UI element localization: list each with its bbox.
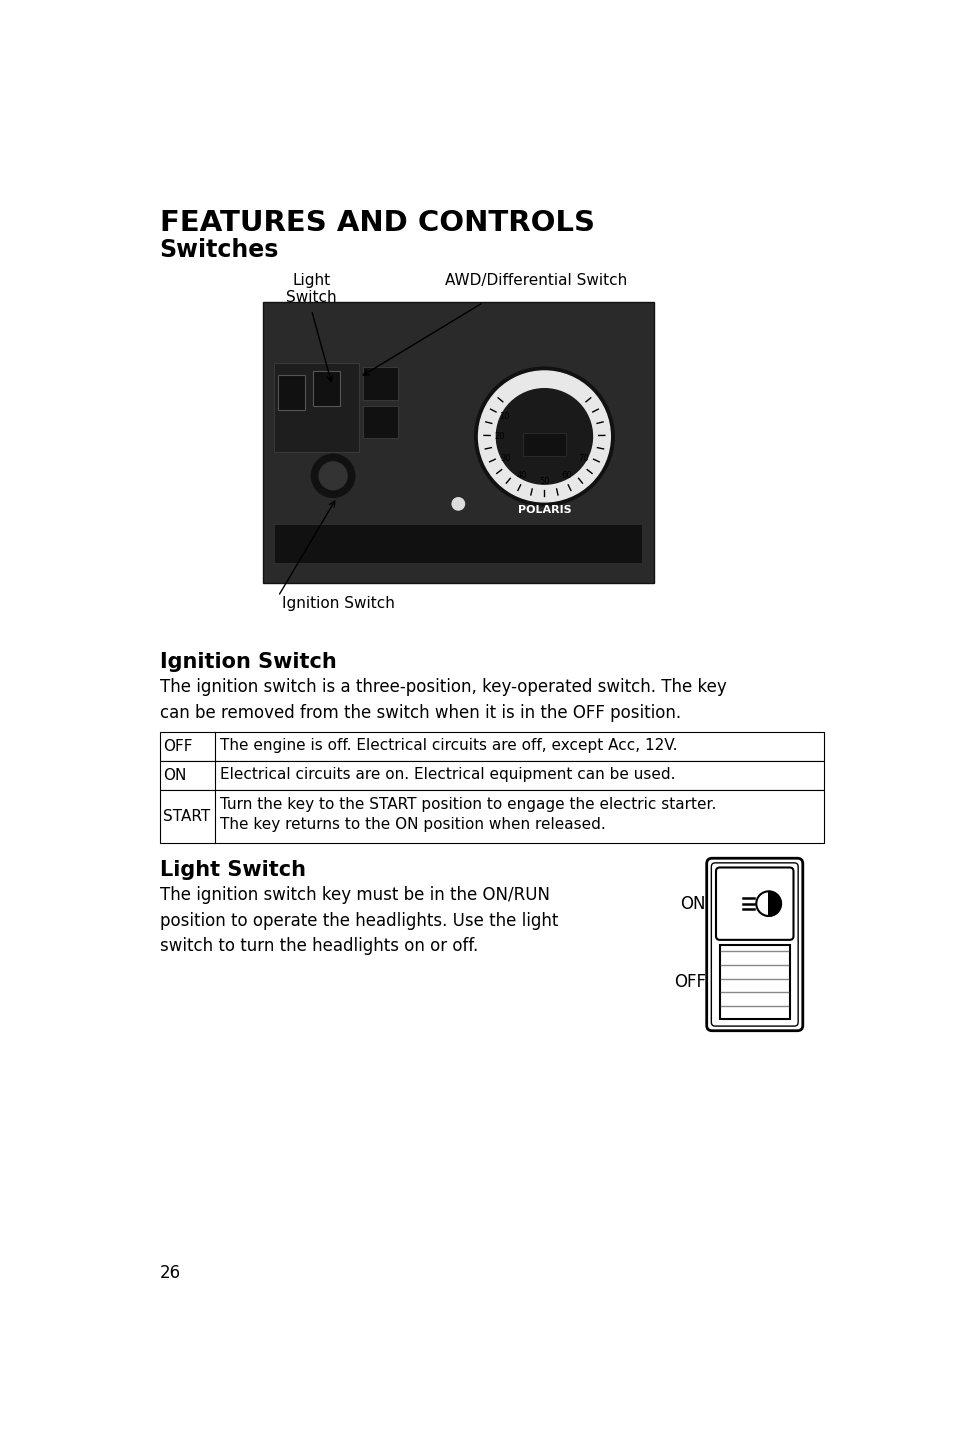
Circle shape: [319, 462, 347, 490]
Text: 20: 20: [494, 432, 504, 441]
Text: 40: 40: [517, 471, 527, 480]
Text: ON: ON: [679, 894, 705, 913]
Text: 26: 26: [159, 1264, 180, 1282]
Bar: [313, 371, 340, 406]
Bar: [363, 406, 397, 438]
Text: 50: 50: [538, 477, 549, 486]
Text: ON: ON: [163, 768, 187, 784]
Text: 10: 10: [498, 411, 509, 420]
Text: AWD/Differential Switch: AWD/Differential Switch: [444, 273, 626, 288]
Bar: [262, 301, 654, 583]
Bar: [274, 525, 641, 563]
Text: FEATURES AND CONTROLS: FEATURES AND CONTROLS: [159, 209, 594, 237]
Text: OFF: OFF: [163, 739, 193, 755]
Bar: [278, 375, 305, 410]
Bar: [720, 945, 789, 1019]
Text: The engine is off. Electrical circuits are off, except Acc, 12V.: The engine is off. Electrical circuits a…: [220, 739, 677, 753]
Text: Switches: Switches: [159, 237, 278, 262]
Circle shape: [452, 497, 464, 510]
Bar: [159, 731, 823, 762]
Text: 60: 60: [561, 471, 572, 480]
Circle shape: [475, 366, 614, 506]
Bar: [274, 364, 359, 452]
Text: Ignition Switch: Ignition Switch: [282, 596, 395, 612]
FancyBboxPatch shape: [711, 862, 798, 1027]
Text: Light Switch: Light Switch: [159, 859, 305, 880]
FancyBboxPatch shape: [716, 868, 793, 939]
Circle shape: [756, 891, 781, 916]
Text: Turn the key to the START position to engage the electric starter.
The key retur: Turn the key to the START position to en…: [220, 797, 716, 832]
Text: 70: 70: [578, 454, 588, 464]
Text: OFF: OFF: [673, 973, 705, 992]
Text: Light
Switch: Light Switch: [286, 273, 336, 305]
Polygon shape: [768, 891, 781, 916]
Text: The ignition switch is a three-position, key-operated switch. The key
can be rem: The ignition switch is a three-position,…: [159, 678, 725, 721]
Text: POLARIS: POLARIS: [517, 505, 571, 515]
Circle shape: [478, 371, 610, 502]
Bar: [523, 433, 565, 455]
Text: Ignition Switch: Ignition Switch: [159, 651, 336, 672]
Text: Electrical circuits are on. Electrical equipment can be used.: Electrical circuits are on. Electrical e…: [220, 768, 675, 782]
Text: 30: 30: [499, 454, 510, 464]
Bar: [159, 762, 823, 791]
Text: The ignition switch key must be in the ON/RUN
position to operate the headlights: The ignition switch key must be in the O…: [159, 885, 558, 955]
Bar: [363, 368, 397, 400]
Circle shape: [496, 388, 592, 484]
Bar: [159, 791, 823, 843]
FancyBboxPatch shape: [706, 858, 802, 1031]
Text: START: START: [163, 810, 211, 824]
Circle shape: [311, 454, 355, 497]
